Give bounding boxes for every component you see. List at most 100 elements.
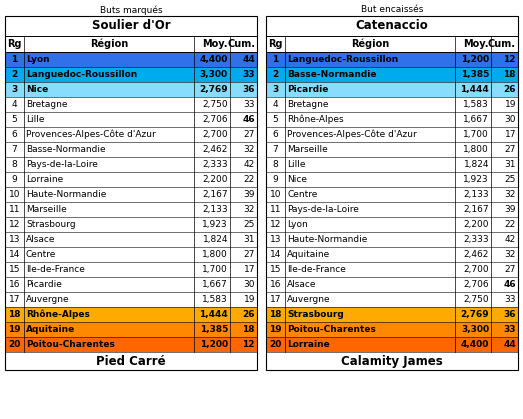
Text: 8: 8: [272, 160, 278, 169]
Text: 1,583: 1,583: [202, 295, 228, 304]
Text: 1,824: 1,824: [463, 160, 489, 169]
Text: 2,750: 2,750: [202, 100, 228, 109]
Text: 1,700: 1,700: [202, 265, 228, 274]
Text: Alsace: Alsace: [26, 235, 55, 244]
Text: 13: 13: [9, 235, 20, 244]
Text: 1,444: 1,444: [199, 310, 228, 319]
Text: Lille: Lille: [287, 160, 305, 169]
Text: 2,333: 2,333: [202, 160, 228, 169]
Text: Nice: Nice: [287, 175, 307, 184]
Bar: [266, 307, 518, 322]
Text: 30: 30: [244, 280, 255, 289]
Text: Strasbourg: Strasbourg: [26, 220, 76, 229]
Text: Lyon: Lyon: [287, 220, 308, 229]
Bar: [266, 16, 518, 36]
Bar: [266, 16, 518, 370]
Text: 1,200: 1,200: [461, 55, 489, 64]
Text: Marseille: Marseille: [287, 145, 328, 154]
Text: 19: 19: [505, 100, 516, 109]
Text: Haute-Normandie: Haute-Normandie: [26, 190, 106, 199]
Text: Provences-Alpes-Côte d'Azur: Provences-Alpes-Côte d'Azur: [287, 130, 417, 139]
Text: 2,462: 2,462: [463, 250, 489, 259]
Text: 7: 7: [272, 145, 278, 154]
Text: Poitou-Charentes: Poitou-Charentes: [26, 340, 115, 349]
Text: 32: 32: [505, 190, 516, 199]
Bar: [5, 202, 257, 217]
Text: 1,385: 1,385: [200, 325, 228, 334]
Bar: [5, 277, 257, 292]
Text: 2,200: 2,200: [463, 220, 489, 229]
Text: Auvergne: Auvergne: [287, 295, 331, 304]
Text: Bretagne: Bretagne: [287, 100, 328, 109]
Text: 46: 46: [503, 280, 516, 289]
Bar: [266, 337, 518, 352]
Text: 22: 22: [244, 175, 255, 184]
Text: 17: 17: [244, 265, 255, 274]
Text: 2: 2: [12, 70, 18, 79]
Bar: [5, 247, 257, 262]
Text: 3: 3: [12, 85, 18, 94]
Bar: [5, 322, 257, 337]
Text: Picardie: Picardie: [287, 85, 328, 94]
Text: 19: 19: [244, 295, 255, 304]
Text: 1,667: 1,667: [202, 280, 228, 289]
Text: 17: 17: [9, 295, 20, 304]
Text: 39: 39: [244, 190, 255, 199]
Text: 30: 30: [505, 115, 516, 124]
Text: Lorraine: Lorraine: [287, 340, 329, 349]
Text: Pays-de-la-Loire: Pays-de-la-Loire: [287, 205, 359, 214]
Text: 2,769: 2,769: [460, 310, 489, 319]
Bar: [266, 157, 518, 172]
Bar: [5, 307, 257, 322]
Text: Bretagne: Bretagne: [26, 100, 67, 109]
Text: 1,800: 1,800: [202, 250, 228, 259]
Text: 16: 16: [270, 280, 281, 289]
Text: 12: 12: [270, 220, 281, 229]
Text: 33: 33: [504, 325, 516, 334]
Bar: [266, 82, 518, 97]
Text: 27: 27: [505, 145, 516, 154]
Text: 22: 22: [505, 220, 516, 229]
Text: 1: 1: [272, 55, 279, 64]
Bar: [266, 142, 518, 157]
Text: Ile-de-France: Ile-de-France: [26, 265, 85, 274]
Text: 2,333: 2,333: [463, 235, 489, 244]
Text: 36: 36: [504, 310, 516, 319]
Text: 19: 19: [269, 325, 282, 334]
Text: Lille: Lille: [26, 115, 44, 124]
Text: Lorraine: Lorraine: [26, 175, 63, 184]
Text: 27: 27: [505, 265, 516, 274]
Text: 18: 18: [243, 325, 255, 334]
Text: Rhône-Alpes: Rhône-Alpes: [26, 310, 90, 319]
Bar: [5, 36, 257, 52]
Text: Rg: Rg: [7, 39, 22, 49]
Bar: [5, 112, 257, 127]
Text: Basse-Normandie: Basse-Normandie: [287, 70, 377, 79]
Text: 5: 5: [272, 115, 278, 124]
Text: Catenaccio: Catenaccio: [356, 20, 428, 33]
Text: 11: 11: [9, 205, 20, 214]
Text: 26: 26: [504, 85, 516, 94]
Bar: [266, 217, 518, 232]
Text: Cum.: Cum.: [227, 39, 255, 49]
Text: 2,706: 2,706: [463, 280, 489, 289]
Text: 44: 44: [503, 340, 516, 349]
Text: 4,400: 4,400: [200, 55, 228, 64]
Text: 13: 13: [270, 235, 281, 244]
Text: Ile-de-France: Ile-de-France: [287, 265, 346, 274]
Text: 6: 6: [272, 130, 278, 139]
Text: 15: 15: [270, 265, 281, 274]
Text: Lyon: Lyon: [26, 55, 50, 64]
Text: 12: 12: [9, 220, 20, 229]
Bar: [5, 352, 257, 370]
Bar: [5, 67, 257, 82]
Text: 2,167: 2,167: [202, 190, 228, 199]
Bar: [266, 322, 518, 337]
Text: 2,700: 2,700: [463, 265, 489, 274]
Bar: [266, 262, 518, 277]
Text: Marseille: Marseille: [26, 205, 67, 214]
Bar: [266, 52, 518, 67]
Bar: [266, 67, 518, 82]
Bar: [266, 202, 518, 217]
Text: Région: Région: [351, 39, 389, 49]
